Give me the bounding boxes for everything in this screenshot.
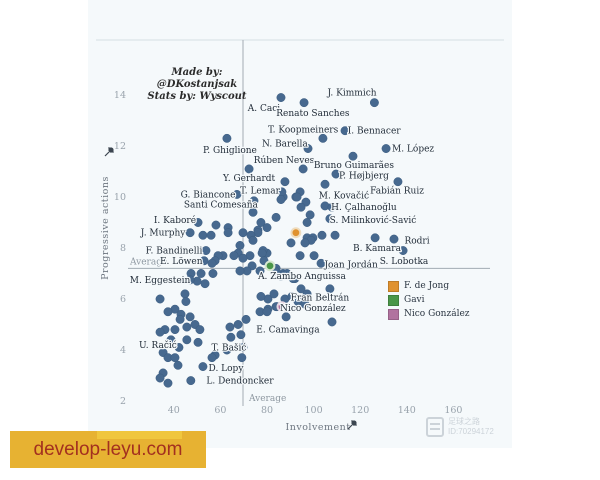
svg-text:100: 100 [305,405,323,416]
watermark-logo-line1: 足球之路 [448,417,480,426]
legend-item-fdejong: F. de Jong [388,280,470,292]
pin-icon-y [104,147,114,157]
y-axis: 2 4 6 8 10 12 14 Progressive actions [100,90,126,407]
highlight-dots [264,227,302,313]
svg-text:D. Lopy: D. Lopy [209,364,245,374]
svg-text:P. Ghiglione: P. Ghiglione [203,146,257,156]
svg-text:E. Camavinga: E. Camavinga [256,326,320,336]
svg-text:Involvement: Involvement [285,422,350,433]
svg-text:4: 4 [120,345,126,356]
svg-text:Bruno Guimarães: Bruno Guimarães [314,160,395,171]
svg-text:I. Bennacer: I. Bennacer [348,127,402,137]
svg-text:Rúben Neves: Rúben Neves [254,155,315,166]
svg-text:S. Lobotka: S. Lobotka [380,257,429,267]
svg-text:Nico González: Nico González [280,303,346,314]
legend-item-gavi: Gavi [388,294,470,306]
svg-text:I. Kaboré: I. Kaboré [154,215,196,226]
svg-text:U. Račić: U. Račić [139,340,177,351]
player-dots [174,93,408,386]
x-axis: 40 60 80 100 120 140 160 Involvement [168,405,463,433]
credit-text: Made by: @DKostanjsak Stats by: Wyscout [117,67,277,103]
svg-text:L. Dendoncker: L. Dendoncker [206,377,274,387]
svg-text:Renato Sanches: Renato Sanches [276,109,350,119]
svg-text:T. Bašić: T. Bašić [212,342,247,353]
svg-text:G. Biancone: G. Biancone [181,190,236,200]
svg-text:B. Kamara: B. Kamara [353,244,402,254]
svg-text:10: 10 [114,192,126,203]
svg-text:E. Löwen: E. Löwen [160,257,203,267]
svg-text:Average: Average [248,394,286,404]
svg-text:120: 120 [351,405,369,416]
watermark-logo: 足球之路 ID:70294172 [426,417,494,437]
credit-line-3: Stats by: Wyscout [147,91,247,102]
legend-swatch-orange [388,280,399,292]
legend-item-nico: Nico González [388,308,470,320]
svg-text:F. Bandinelli: F. Bandinelli [146,247,203,257]
watermark-site-text: develop-leyu.com [33,439,183,460]
svg-text:A. Zambo Anguissa: A. Zambo Anguissa [257,272,346,282]
svg-text:A. Caci: A. Caci [247,104,281,114]
credit-line-1: Made by: [171,67,223,78]
svg-text:Santi Comesaña: Santi Comesaña [184,201,259,211]
svg-text:Joan Jordán: Joan Jordán [323,260,378,271]
legend-swatch-mauve [388,308,399,320]
svg-text:M. López: M. López [392,144,434,155]
svg-text:M. Eggestein: M. Eggestein [130,276,191,286]
svg-text:T. Lemar: T. Lemar [240,187,281,197]
legend-label: Gavi [404,295,425,305]
svg-text:Progressive actions: Progressive actions [100,176,111,280]
svg-text:60: 60 [214,405,226,416]
watermark-site-strip [97,431,182,439]
svg-text:14: 14 [114,90,126,101]
svg-text:N. Barella: N. Barella [262,139,308,149]
svg-text:Fabián Ruiz: Fabián Ruiz [370,186,424,197]
svg-text:80: 80 [261,405,273,416]
watermark-site: develop-leyu.com [10,431,206,468]
watermark-logo-icon [426,417,444,437]
svg-text:160: 160 [444,405,462,416]
pin-icon-x [347,420,357,430]
svg-text:T. Koopmeiners: T. Koopmeiners [268,125,339,135]
svg-text:M. Kovačić: M. Kovačić [319,191,369,202]
svg-text:12: 12 [114,141,126,152]
legend: F. de Jong Gavi Nico González [388,280,470,323]
svg-text:2: 2 [120,396,126,407]
svg-text:J. Kimmich: J. Kimmich [327,88,377,98]
svg-text:P. Højbjerg: P. Højbjerg [339,171,389,181]
svg-text:J. Murphy: J. Murphy [140,229,187,239]
scatter-plot: Average Average 40 60 80 100 120 140 160 Involvem… [96,39,504,433]
legend-swatch-green [388,294,399,306]
legend-label: Nico González [404,309,470,319]
svg-text:6: 6 [120,294,126,305]
svg-text:40: 40 [168,405,180,416]
svg-text:Average: Average [129,257,167,267]
svg-text:8: 8 [120,243,126,254]
svg-text:S. Milinković-Savić: S. Milinković-Savić [330,215,417,226]
watermark-logo-line2: ID:70294172 [448,427,494,436]
svg-text:140: 140 [398,405,416,416]
svg-text:H. Çalhanoğlu: H. Çalhanoğlu [331,202,397,213]
credit-line-2: @DKostanjsak [156,79,238,90]
svg-text:Rodri: Rodri [404,236,429,246]
svg-text:Fran Beltrán: Fran Beltrán [291,293,350,304]
legend-label: F. de Jong [404,281,450,291]
svg-text:Y. Gerhardt: Y. Gerhardt [222,174,276,184]
scatter-chart-panel: Average Average 40 60 80 100 120 140 160 Involvem… [88,0,512,448]
